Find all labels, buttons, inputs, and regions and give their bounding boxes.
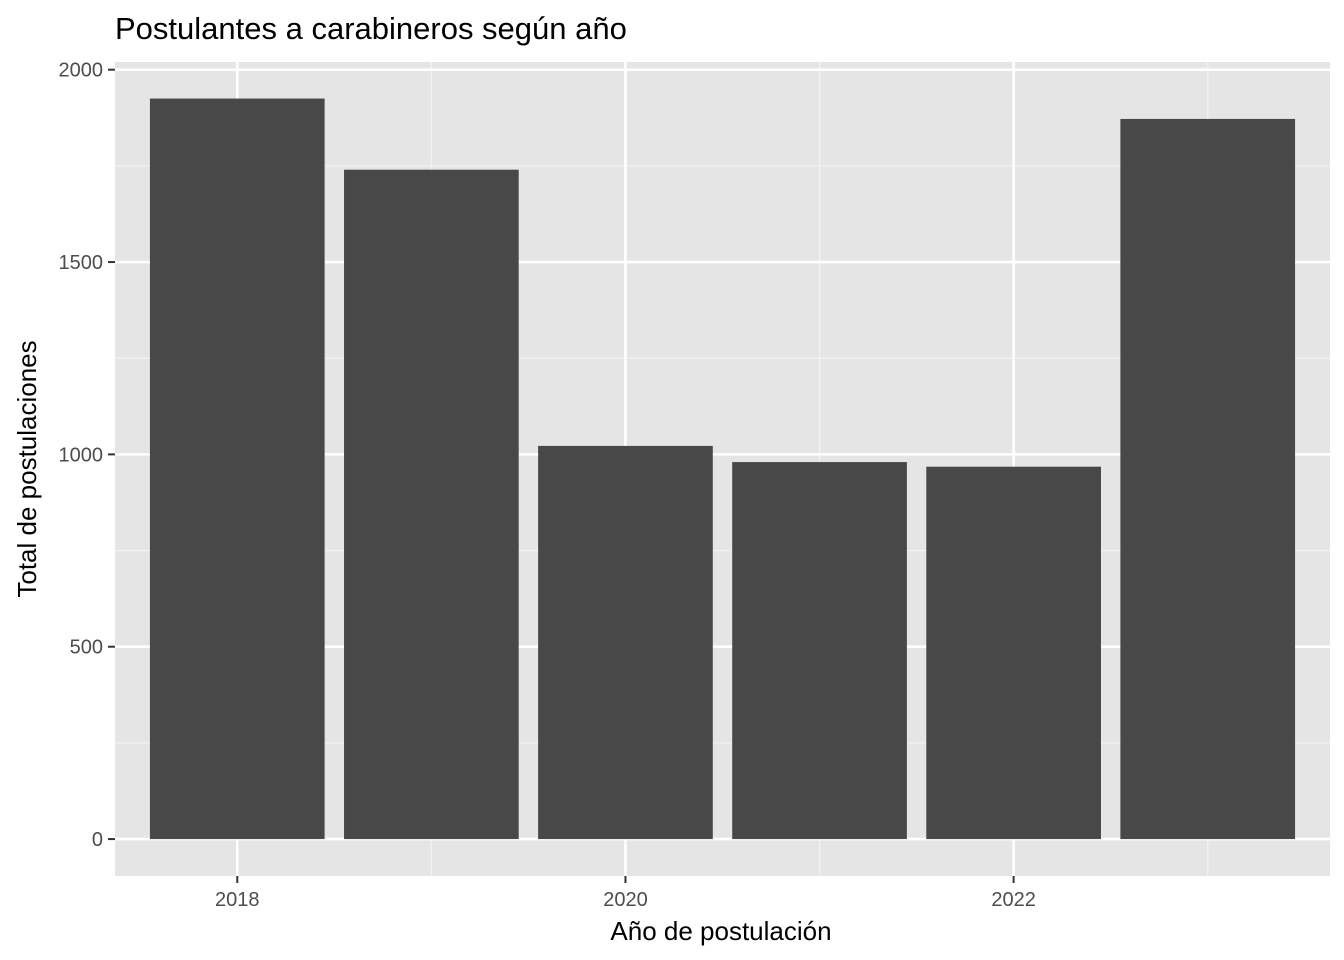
y-axis: 0 500 1000 1500 2000 <box>59 60 115 851</box>
x-tick-label: 2022 <box>991 889 1036 911</box>
y-axis-title: Total de postulaciones <box>12 340 42 597</box>
x-tick-label: 2020 <box>603 889 648 911</box>
chart-title: Postulantes a carabineros según año <box>115 11 627 46</box>
x-axis: 2018 2020 2022 <box>215 876 1036 911</box>
y-tick-label: 500 <box>70 637 103 659</box>
x-tick-label: 2018 <box>215 889 260 911</box>
bar-2022 <box>926 466 1101 840</box>
bar-2019 <box>344 169 519 840</box>
bar-2023 <box>1120 118 1296 840</box>
bar-2020 <box>538 445 713 840</box>
bars <box>149 98 1296 840</box>
y-tick-label: 0 <box>92 829 103 851</box>
bar-2018 <box>149 98 325 840</box>
y-tick-label: 1000 <box>59 444 104 466</box>
x-axis-title: Año de postulación <box>610 916 831 946</box>
bar-2021 <box>732 462 907 840</box>
y-tick-label: 1500 <box>59 252 104 274</box>
y-tick-label: 2000 <box>59 60 104 82</box>
